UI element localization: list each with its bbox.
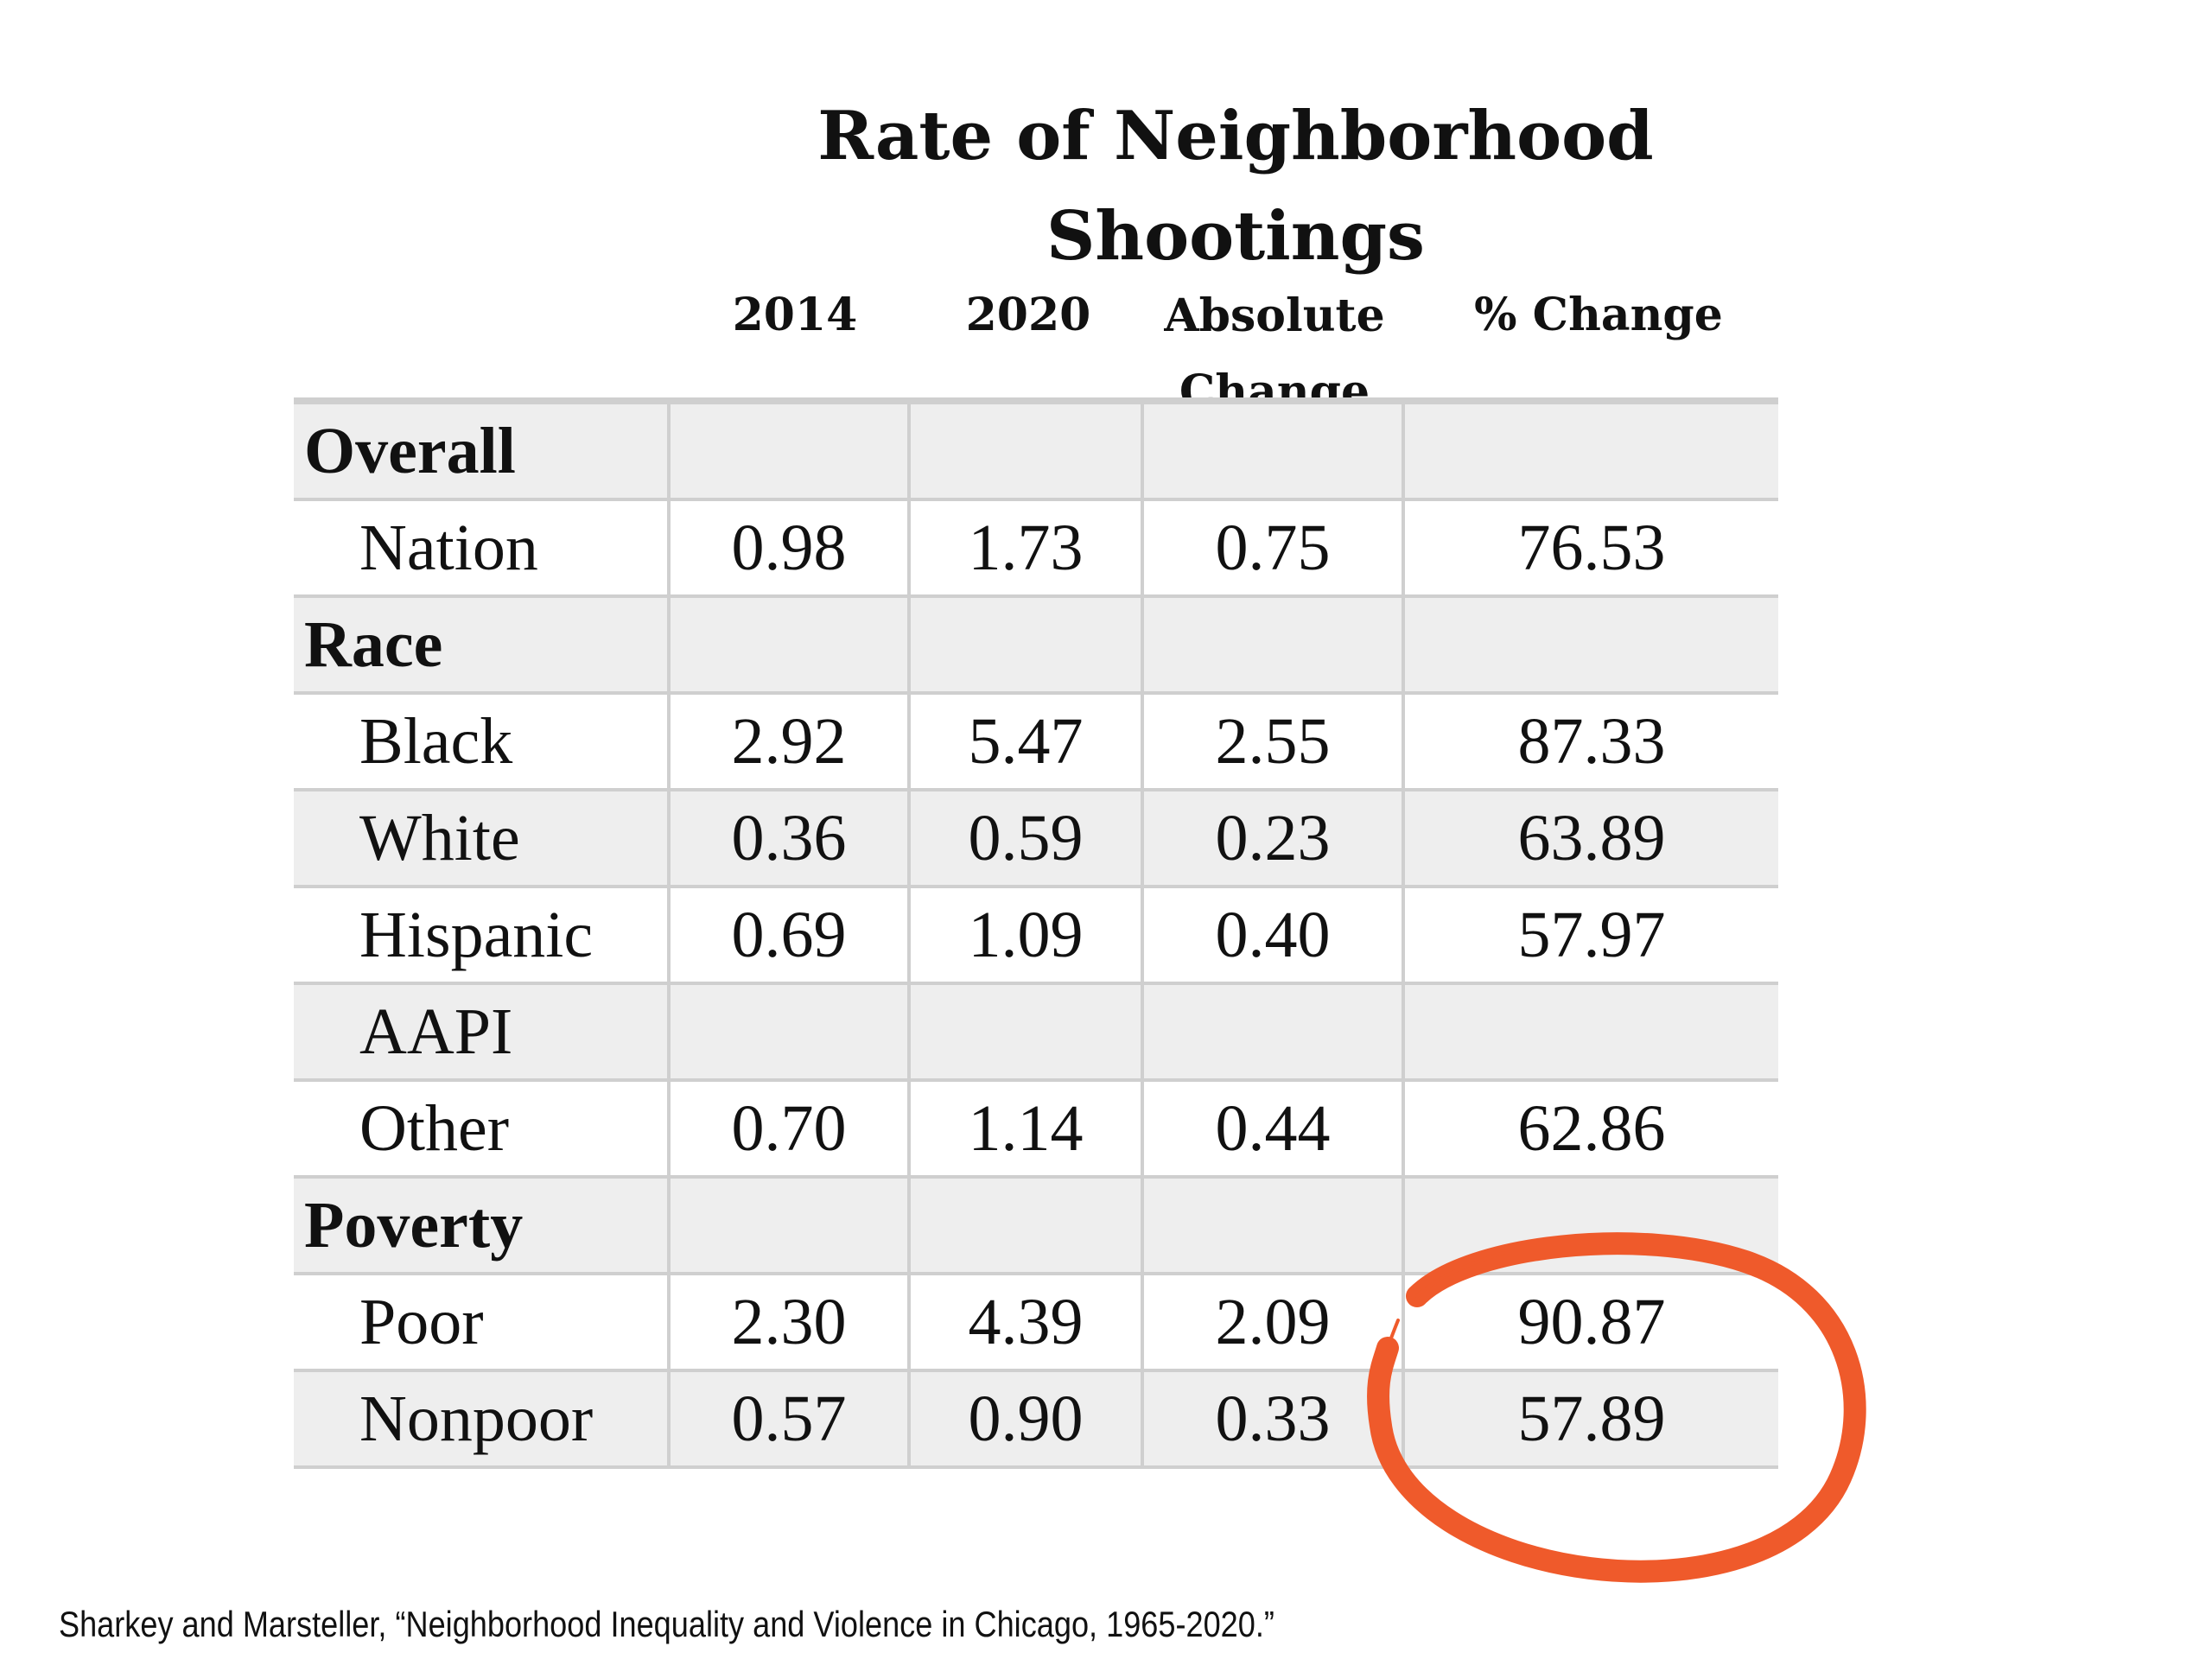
row-label: Nonpoor xyxy=(294,1370,669,1469)
table-row-hispanic: Hispanic 0.69 1.09 0.40 57.97 xyxy=(294,887,1778,985)
cell-percent-change: 76.53 xyxy=(1402,499,1778,598)
cell-percent-change xyxy=(1402,596,1778,695)
cell-absolute-change: 2.55 xyxy=(1141,693,1403,791)
cell-2014: 2.92 xyxy=(667,693,909,791)
row-label: Hispanic xyxy=(294,887,669,985)
cell-2020: 0.90 xyxy=(907,1370,1142,1469)
cell-2020: 1.09 xyxy=(907,887,1142,985)
cell-percent-change xyxy=(1402,983,1778,1082)
cell-absolute-change xyxy=(1141,596,1403,695)
row-label: Other xyxy=(294,1080,669,1179)
cell-absolute-change: 0.33 xyxy=(1141,1370,1403,1469)
cell-2014 xyxy=(667,401,909,501)
table-row-other: Other 0.70 1.14 0.44 62.86 xyxy=(294,1080,1778,1179)
cell-absolute-change xyxy=(1141,983,1403,1082)
cell-percent-change xyxy=(1402,401,1778,501)
row-label: AAPI xyxy=(294,983,669,1082)
cell-2020: 1.14 xyxy=(907,1080,1142,1179)
cell-2014: 0.98 xyxy=(667,499,909,598)
table-row-poor: Poor 2.30 4.39 2.09 90.87 xyxy=(294,1274,1778,1372)
table-row-overall: Overall xyxy=(294,401,1778,501)
cell-percent-change: 62.86 xyxy=(1402,1080,1778,1179)
column-header-2014: 2014 xyxy=(732,289,858,341)
column-header-2020: 2020 xyxy=(965,289,1091,341)
row-label: Poverty xyxy=(294,1177,669,1275)
column-header-absolute-change: Absolute Change xyxy=(1164,289,1385,418)
row-label: Overall xyxy=(294,401,669,501)
cell-2020: 5.47 xyxy=(907,693,1142,791)
table-row-poverty: Poverty xyxy=(294,1177,1778,1275)
cell-2014: 0.69 xyxy=(667,887,909,985)
column-header-percent-change: % Change xyxy=(1474,289,1723,341)
cell-percent-change: 57.97 xyxy=(1402,887,1778,985)
table-title: Rate of Neighborhood Shootings xyxy=(817,97,1654,276)
row-label: Race xyxy=(294,596,669,695)
cell-2014: 0.57 xyxy=(667,1370,909,1469)
cell-percent-change: 90.87 xyxy=(1402,1274,1778,1372)
table-row-white: White 0.36 0.59 0.23 63.89 xyxy=(294,790,1778,888)
cell-2020: 1.73 xyxy=(907,499,1142,598)
cell-2020 xyxy=(907,1177,1142,1275)
table-row-race: Race xyxy=(294,596,1778,695)
row-label: Poor xyxy=(294,1274,669,1372)
cell-absolute-change: 0.23 xyxy=(1141,790,1403,888)
cell-percent-change: 57.89 xyxy=(1402,1370,1778,1469)
cell-2014 xyxy=(667,983,909,1082)
row-label: Black xyxy=(294,693,669,791)
cell-absolute-change: 0.44 xyxy=(1141,1080,1403,1179)
cell-absolute-change xyxy=(1141,401,1403,501)
cell-2020 xyxy=(907,983,1142,1082)
cell-absolute-change: 0.40 xyxy=(1141,887,1403,985)
cell-percent-change xyxy=(1402,1177,1778,1275)
cell-2014 xyxy=(667,1177,909,1275)
table-row-black: Black 2.92 5.47 2.55 87.33 xyxy=(294,693,1778,791)
cell-2014: 2.30 xyxy=(667,1274,909,1372)
cell-2020: 4.39 xyxy=(907,1274,1142,1372)
cell-2014: 0.36 xyxy=(667,790,909,888)
cell-absolute-change: 2.09 xyxy=(1141,1274,1403,1372)
source-citation: Sharkey and Marsteller, “Neighborhood In… xyxy=(59,1604,1274,1644)
cell-2020 xyxy=(907,596,1142,695)
table-row-aapi: AAPI xyxy=(294,983,1778,1082)
shootings-table: Overall Nation 0.98 1.73 0.75 76.53 Race… xyxy=(294,397,1778,1469)
cell-percent-change: 87.33 xyxy=(1402,693,1778,791)
row-label: White xyxy=(294,790,669,888)
cell-2014 xyxy=(667,596,909,695)
row-label: Nation xyxy=(294,499,669,598)
cell-absolute-change: 0.75 xyxy=(1141,499,1403,598)
cell-2014: 0.70 xyxy=(667,1080,909,1179)
cell-2020: 0.59 xyxy=(907,790,1142,888)
table-row-nonpoor: Nonpoor 0.57 0.90 0.33 57.89 xyxy=(294,1370,1778,1469)
cell-2020 xyxy=(907,401,1142,501)
table-row-nation: Nation 0.98 1.73 0.75 76.53 xyxy=(294,499,1778,598)
cell-percent-change: 63.89 xyxy=(1402,790,1778,888)
cell-absolute-change xyxy=(1141,1177,1403,1275)
